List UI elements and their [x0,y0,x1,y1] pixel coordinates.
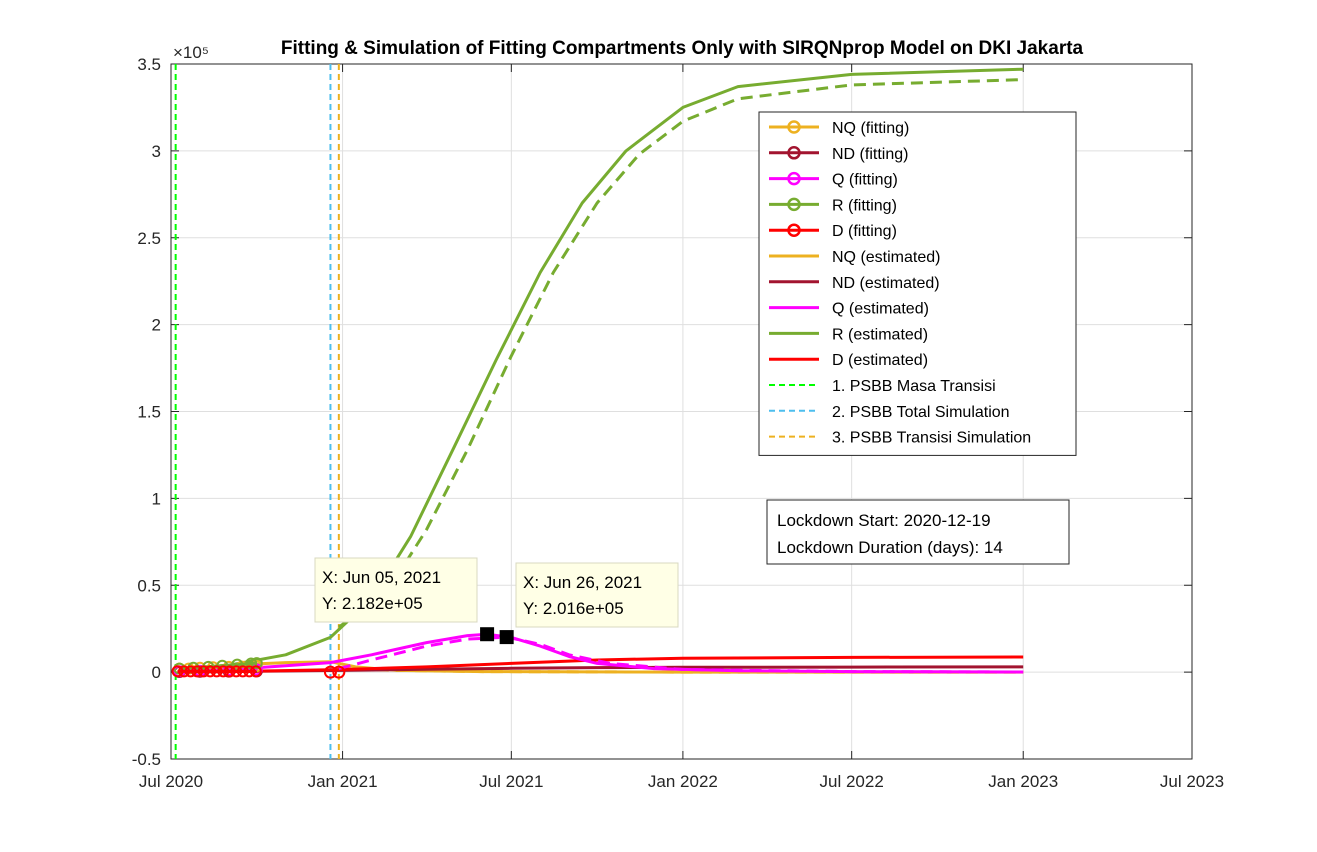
datatip-box [314,557,478,623]
datatip-box [515,562,679,628]
series-marker [210,665,223,678]
circle-marker [323,665,337,679]
x-tick-label: Jul 2021 [479,772,543,791]
y-tick-label: 3.5 [137,55,161,74]
series-marker [197,665,210,678]
circle-marker [332,665,346,679]
legend-label: D (fitting) [832,223,897,240]
legend-label: Q (estimated) [832,301,929,318]
series-marker [249,665,262,678]
series-line [337,78,1024,629]
legend-label: ND (fitting) [832,146,908,163]
lockdown-start-text: Lockdown Start: 2020-12-19 [777,511,991,530]
legend-label: D (estimated) [832,352,928,369]
y-tick-label: 0.5 [137,576,161,595]
chart-title: Fitting & Simulation of Fitting Compartm… [281,38,1084,59]
y-exponent-label: ×10⁵ [173,43,209,62]
legend-swatch-marker [787,197,801,212]
y-tick-label: 1 [152,489,161,508]
x-tick-label: Jan 2021 [308,772,378,791]
legend-swatch-marker [787,171,801,186]
y-tick-label: 2 [152,316,161,335]
series-marker [217,665,230,678]
legend-swatch-marker [787,120,801,134]
y-tick-label: 2.5 [137,229,161,248]
x-tick-label: Jul 2023 [1160,772,1224,791]
legend-label: R (fitting) [832,197,897,214]
y-tick-label: 1.5 [137,403,161,422]
x-tick-label: Jan 2022 [648,772,718,791]
y-tick-label: 0 [152,663,161,682]
series-marker [204,665,217,678]
series-marker [243,665,256,678]
series-marker [230,665,243,678]
x-tick-label: Jan 2023 [988,772,1058,791]
legend-label: 2. PSBB Total Simulation [832,404,1010,421]
y-tick-label: -0.5 [132,750,161,769]
datatip-marker [499,630,514,645]
series-marker [184,665,197,678]
legend-label: 3. PSBB Transisi Simulation [832,430,1031,447]
series-marker [171,665,184,678]
datatip-x-text: X: Jun 26, 2021 [523,573,642,592]
series-marker [223,665,236,678]
legend-swatch-marker [787,146,801,160]
series-marker [250,657,263,670]
datatip-y-text: Y: 2.016e+05 [523,599,624,618]
datatip-y-text: Y: 2.182e+05 [322,594,423,613]
series-marker [236,665,249,678]
datatip-marker [480,627,495,642]
x-tick-label: Jul 2020 [139,772,203,791]
legend-swatch-marker [787,223,801,237]
legend-label: Q (fitting) [832,172,898,189]
series-line [179,655,1024,674]
y-tick-label: 3 [152,142,161,161]
x-tick-label: Jul 2022 [820,772,884,791]
series-line [179,67,1024,671]
legend-label: ND (estimated) [832,275,940,292]
legend-label: NQ (estimated) [832,249,940,266]
legend-label: R (estimated) [832,326,928,343]
legend-label: NQ (fitting) [832,120,909,137]
lockdown-duration-text: Lockdown Duration (days): 14 [777,538,1003,557]
series-marker [178,665,191,678]
legend-label: 1. PSBB Masa Transisi [832,378,996,395]
lockdown-annotation-box [766,499,1070,565]
series-marker [191,665,204,678]
plot-area: Jul 2020 Jan 2021 Jul 2021 Jan 2022 Jul 2022… [132,43,1224,791]
legend-box [758,111,1077,456]
datatip-x-text: X: Jun 05, 2021 [322,568,441,587]
